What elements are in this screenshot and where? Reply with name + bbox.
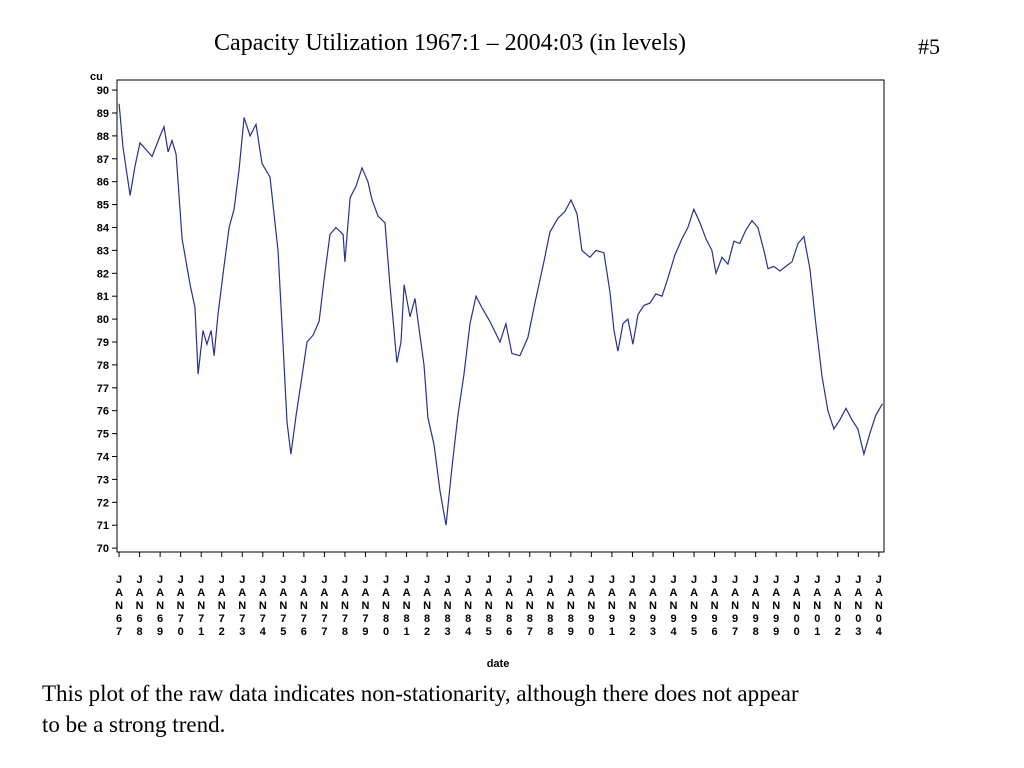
x-tick-label: JAN92 [626,574,638,639]
x-tick-label: JAN74 [257,574,269,639]
slide-number: #5 [918,34,940,59]
x-axis-label: date [487,658,510,670]
x-tick-label: JAN82 [421,574,433,639]
y-tick-label: 72 [97,497,109,509]
x-tick-label: JAN04 [873,574,885,639]
y-tick-label: 78 [97,360,109,372]
y-tick-label: 70 [97,543,109,555]
slide-title: Capacity Utilization 1967:1 – 2004:03 (i… [214,30,686,56]
x-tick-label: JAN98 [750,574,762,639]
y-tick-label: 89 [97,108,109,120]
x-tick-label: JAN68 [134,574,146,639]
x-tick-label: JAN89 [565,574,577,639]
x-tick-label: JAN02 [832,574,844,639]
x-tick-label: JAN79 [359,574,371,639]
x-tick-label: JAN71 [195,574,207,639]
x-tick-label: JAN85 [483,574,495,639]
x-tick-label: JAN94 [668,574,680,639]
y-axis-label: cu [90,71,103,83]
x-tick-label: JAN88 [544,574,556,639]
x-tick-label: JAN75 [277,574,289,639]
y-tick-label: 79 [97,337,109,349]
x-tick-label: JAN70 [175,574,187,639]
x-tick-label: JAN69 [154,574,166,639]
x-tick-label: JAN91 [606,574,618,639]
data-line [118,103,883,526]
x-tick-label: JAN84 [462,574,474,639]
y-tick-label: 90 [97,85,109,97]
x-tick-label: JAN96 [709,574,721,639]
x-tick-label: JAN72 [216,574,228,639]
x-tick-label: JAN93 [647,574,659,639]
x-tick-label: JAN95 [688,574,700,639]
y-tick-label: 81 [97,291,109,303]
x-tick-label: JAN67 [113,574,125,639]
x-tick-label: JAN81 [401,574,413,639]
y-tick-label: 83 [97,245,109,257]
x-tick-label: JAN90 [585,574,597,639]
y-tick-label: 75 [97,429,109,441]
x-tick-label: JAN77 [318,574,330,639]
x-tick-label: JAN80 [380,574,392,639]
y-tick-label: 77 [97,383,109,395]
x-tick-label: JAN01 [811,574,823,639]
y-tick-label: 86 [97,177,109,189]
y-tick-label: 80 [97,314,109,326]
plot-frame [116,79,885,553]
x-tick-label: JAN99 [770,574,782,639]
y-tick-label: 71 [97,520,109,532]
y-tick-label: 88 [97,131,109,143]
y-tick-label: 76 [97,406,109,418]
x-tick-label: JAN97 [729,574,741,639]
x-tick-label: JAN86 [503,574,515,639]
y-tick-label: 84 [97,222,110,234]
x-tick-label: JAN76 [298,574,310,639]
x-tick-label: JAN83 [442,574,454,639]
x-tick-label: JAN87 [524,574,536,639]
y-tick-label: 74 [97,452,110,464]
x-tick-label: JAN78 [339,574,351,639]
y-tick-label: 73 [97,474,109,486]
y-tick-label: 87 [97,154,109,166]
x-tick-label: JAN73 [236,574,248,639]
x-tick-label: JAN00 [791,574,803,639]
x-tick-label: JAN03 [852,574,864,639]
y-tick-label: 82 [97,268,109,280]
caption: This plot of the raw data indicates non-… [42,681,799,737]
y-tick-label: 85 [97,200,109,212]
